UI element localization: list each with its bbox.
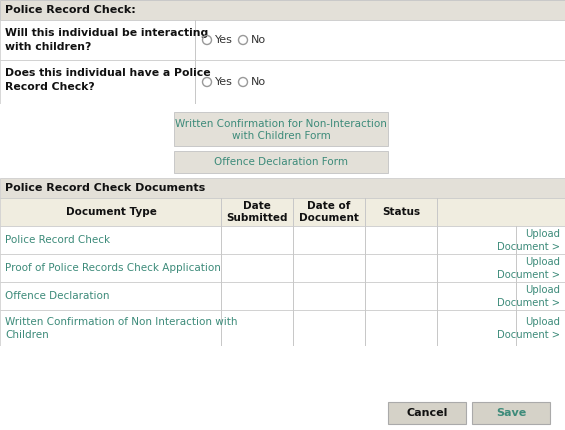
Text: Document >: Document > [497,330,560,340]
Text: Upload: Upload [525,317,560,327]
Bar [0,226,565,254]
Bar [0,60,565,104]
Bar [0,178,565,198]
Bar [293,254,294,282]
Bar [0,0,565,20]
Bar [437,310,438,346]
Text: Save: Save [496,408,526,418]
Bar [293,310,294,346]
Text: Upload: Upload [525,257,560,267]
Bar [437,198,438,226]
Bar [0,173,565,178]
Bar [0,346,565,430]
Bar [516,254,517,282]
Bar [174,112,388,146]
Text: Upload: Upload [525,285,560,295]
Bar [293,282,294,310]
Text: Written Confirmation for Non-Interaction: Written Confirmation for Non-Interaction [175,119,387,129]
Bar [221,226,222,254]
Bar [516,282,517,310]
Bar [365,282,366,310]
Bar [0,20,565,60]
Text: Offence Declaration Form: Offence Declaration Form [214,157,348,167]
Text: with Children Form: with Children Form [232,131,331,141]
Bar [437,282,438,310]
Text: Does this individual have a Police: Does this individual have a Police [5,68,211,78]
Text: Proof of Police Records Check Application: Proof of Police Records Check Applicatio… [5,263,221,273]
Bar [388,402,466,424]
Text: Record Check?: Record Check? [5,82,95,92]
Bar [0,198,565,226]
Bar [516,226,517,254]
Text: Police Record Check:: Police Record Check: [5,5,136,15]
Text: Date of
Document: Date of Document [299,201,359,223]
Text: Upload: Upload [525,229,560,239]
Text: with children?: with children? [5,42,92,52]
Bar [293,198,294,226]
Bar [221,254,222,282]
Text: Status: Status [382,207,420,217]
Text: Date
Submitted: Date Submitted [226,201,288,223]
Bar [472,402,550,424]
Text: Yes: Yes [215,77,233,87]
Text: Yes: Yes [215,35,233,45]
Bar [0,104,565,112]
Text: Document >: Document > [497,242,560,252]
Text: Document >: Document > [497,298,560,308]
Bar [437,226,438,254]
Bar [365,254,366,282]
Bar [516,310,517,346]
Text: Written Confirmation of Non Interaction with: Written Confirmation of Non Interaction … [5,317,237,327]
Bar [365,226,366,254]
Bar [437,254,438,282]
Bar [174,151,388,173]
Text: Cancel: Cancel [406,408,447,418]
Text: Police Record Check: Police Record Check [5,235,110,245]
Text: Document Type: Document Type [66,207,157,217]
Text: Document >: Document > [497,270,560,280]
Text: Will this individual be interacting: Will this individual be interacting [5,28,208,38]
Bar [221,282,222,310]
Bar [195,60,196,104]
Bar [0,282,565,310]
Text: No: No [251,35,266,45]
Bar [221,310,222,346]
Bar [293,226,294,254]
Text: Offence Declaration: Offence Declaration [5,291,110,301]
Text: Children: Children [5,330,49,340]
Bar [365,198,366,226]
Bar [365,310,366,346]
Bar [0,254,565,282]
Bar [0,310,565,346]
Text: No: No [251,77,266,87]
Bar [221,198,222,226]
Bar [195,20,196,60]
Text: Police Record Check Documents: Police Record Check Documents [5,183,205,193]
